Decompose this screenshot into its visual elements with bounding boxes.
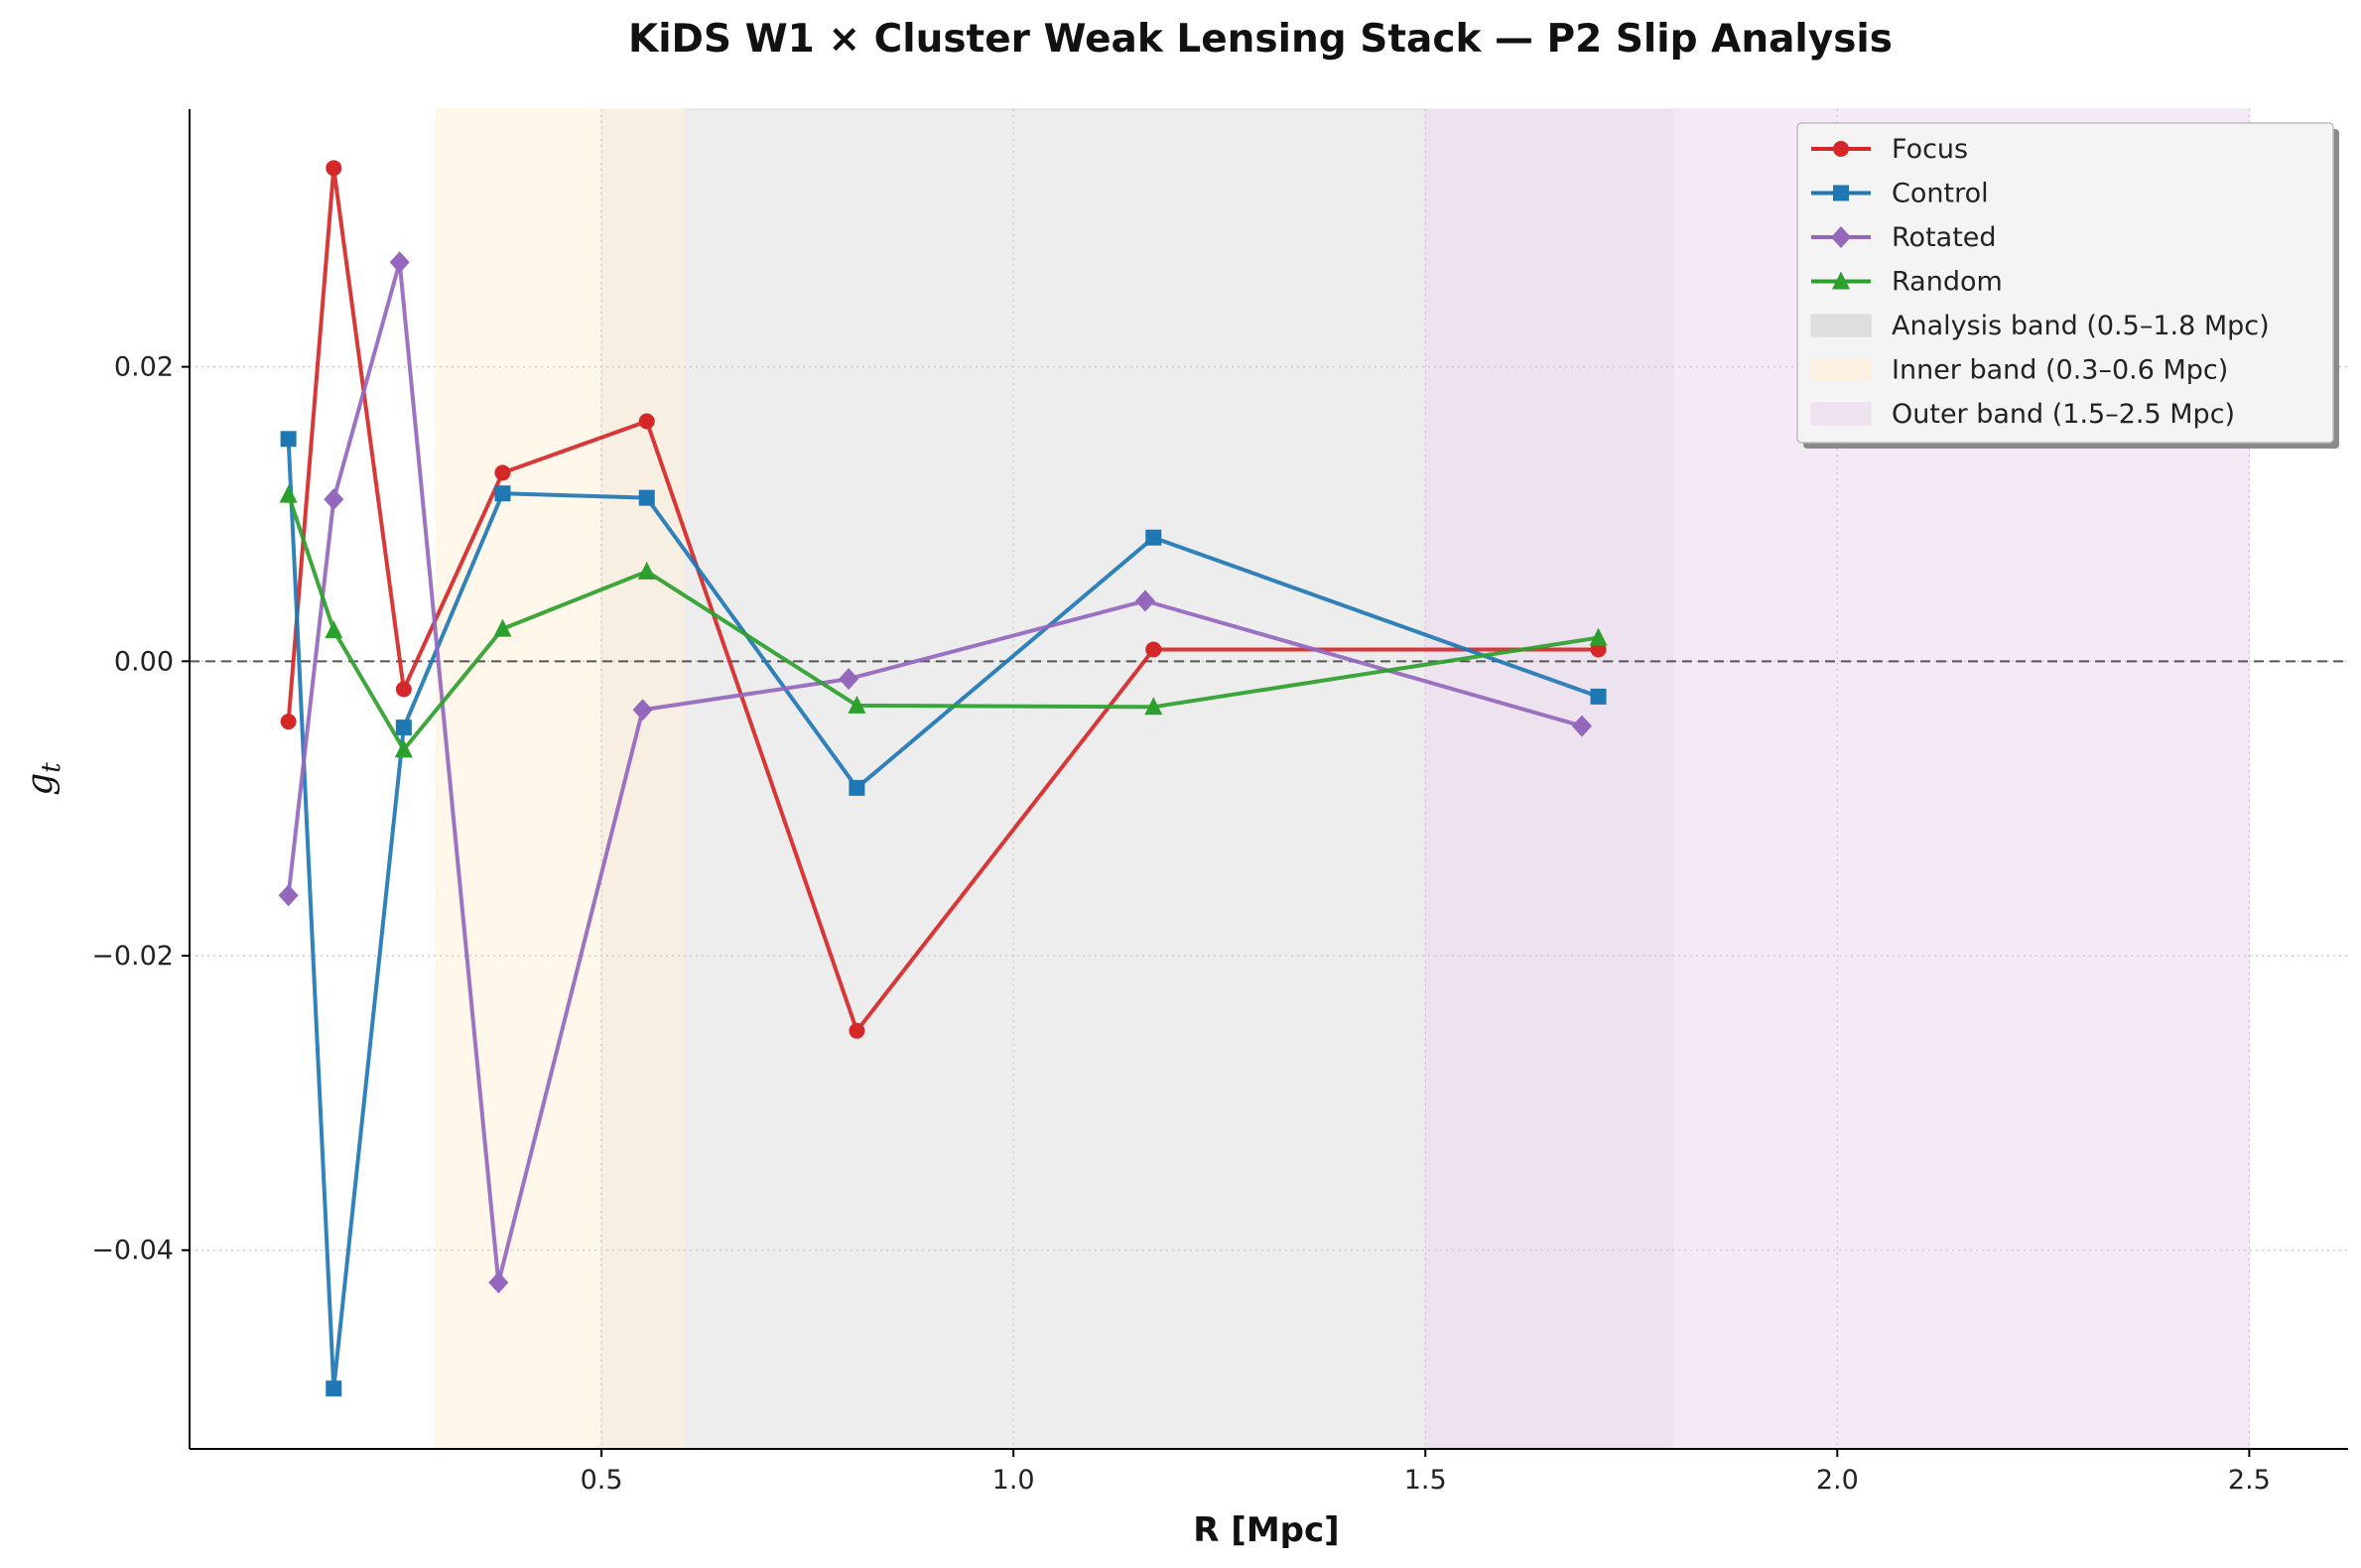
y-tick-label-1: −0.02 (91, 941, 174, 972)
legend-label-random: Random (1892, 267, 2003, 298)
legend-label-focus: Focus (1892, 134, 1968, 165)
legend-band-label-1: Inner band (0.3–0.6 Mpc) (1892, 355, 2228, 386)
point-control-1 (326, 1380, 342, 1397)
series-focus (280, 160, 1607, 1039)
axes-layer (189, 109, 2348, 1450)
point-control-6 (1145, 529, 1162, 546)
legend-marker-control (1833, 185, 1849, 201)
series-control (280, 431, 1607, 1397)
point-random-5 (848, 695, 866, 714)
series-random (279, 484, 1608, 758)
legend-box (1796, 122, 2334, 444)
legend-band-swatch-2 (1810, 402, 1872, 426)
point-rotated-0 (278, 884, 299, 907)
point-random-3 (493, 618, 512, 637)
point-rotated-5 (839, 668, 859, 691)
point-random-1 (325, 620, 343, 639)
point-random-7 (1589, 627, 1608, 646)
point-rotated-7 (1571, 715, 1592, 737)
legend-band-swatch-1 (1810, 358, 1872, 381)
y-axis-ticks: −0.04 −0.02 0.00 0.02 (91, 352, 190, 1266)
point-focus-4 (638, 413, 655, 430)
legend: Focus Control Rotated Random Analysis band (… (1796, 122, 2339, 449)
point-rotated-1 (324, 488, 344, 511)
legend-marker-rotated (1831, 226, 1851, 248)
point-random-0 (279, 484, 298, 503)
point-control-3 (494, 485, 511, 502)
x-axis-label: R [Mpc] (1193, 1510, 1339, 1550)
series-layer (278, 160, 1608, 1397)
point-control-4 (638, 489, 655, 506)
y-axis-label: gt (20, 762, 66, 796)
point-control-2 (395, 719, 412, 736)
point-focus-5 (849, 1022, 865, 1039)
series-rotated (278, 251, 1592, 1294)
legend-marker-random (1832, 271, 1850, 290)
legend-band-label-2: Outer band (1.5–2.5 Mpc) (1892, 399, 2235, 430)
x-axis-ticks: 0.5 1.0 1.5 2.0 2.5 (581, 1449, 2271, 1496)
point-focus-0 (280, 714, 297, 730)
point-rotated-3 (488, 1271, 509, 1294)
band-1 (436, 108, 685, 1450)
y-axis-label-main: g (20, 773, 61, 796)
y-tick-label-0: −0.04 (91, 1236, 174, 1266)
point-control-7 (1590, 688, 1607, 705)
legend-band-label-0: Analysis band (0.5–1.8 Mpc) (1892, 311, 2270, 341)
legend-marker-focus (1833, 141, 1849, 157)
point-random-6 (1144, 697, 1163, 716)
series-line-control (286, 439, 1600, 1391)
point-random-2 (394, 739, 413, 758)
series-line-random (286, 494, 1599, 752)
point-control-5 (849, 779, 865, 796)
y-tick-label-2: 0.00 (114, 646, 174, 677)
point-rotated-4 (632, 699, 653, 721)
legend-label-control: Control (1892, 179, 1989, 209)
x-tick-label-1: 1.0 (992, 1465, 1035, 1496)
series-line-rotated (286, 260, 1583, 1285)
y-axis-label-subscript: t (37, 762, 66, 773)
point-rotated-2 (389, 251, 410, 274)
point-focus-3 (494, 464, 511, 481)
point-control-0 (280, 431, 297, 448)
point-random-4 (637, 561, 656, 580)
y-tick-label-3: 0.02 (114, 352, 174, 383)
point-focus-2 (395, 681, 412, 698)
x-tick-label-0: 0.5 (581, 1465, 623, 1496)
x-tick-label-2: 1.5 (1404, 1465, 1447, 1496)
series-line-focus (286, 166, 1599, 1033)
chart-title: KiDS W1 × Cluster Weak Lensing Stack — P… (628, 17, 1893, 62)
point-focus-1 (326, 160, 342, 177)
legend-band-swatch-0 (1810, 314, 1872, 337)
legend-label-rotated: Rotated (1892, 222, 1997, 253)
x-tick-label-3: 2.0 (1816, 1465, 1859, 1496)
point-focus-6 (1145, 641, 1162, 658)
x-tick-label-4: 2.5 (2228, 1465, 2271, 1496)
point-rotated-6 (1134, 589, 1155, 612)
